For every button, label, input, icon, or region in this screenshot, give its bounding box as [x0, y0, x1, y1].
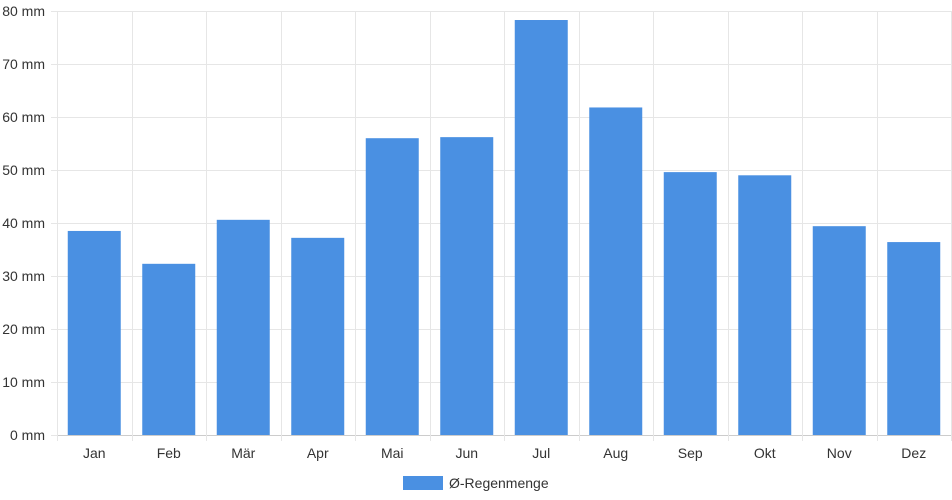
bar-jul — [514, 20, 568, 435]
bar-feb — [142, 263, 196, 435]
bar-apr — [291, 237, 345, 435]
x-tick-label: Jul — [532, 445, 550, 461]
x-tick-label: Mai — [381, 445, 404, 461]
y-tick-label: 40 mm — [2, 215, 45, 231]
x-tick-label: Okt — [754, 445, 776, 461]
y-tick-label: 60 mm — [2, 109, 45, 125]
y-tick-label: 80 mm — [2, 3, 45, 19]
x-axis-ticks: Jan Feb Mär Apr Mai Jun Jul Aug Sep Okt Nov Dez — [83, 445, 926, 461]
bar-jan — [67, 230, 121, 435]
legend[interactable]: Ø-Regenmenge — [403, 474, 549, 492]
x-tick-label: Dez — [901, 445, 926, 461]
x-tick-label: Nov — [827, 445, 852, 461]
x-tick-label: Mär — [231, 445, 255, 461]
x-tick-label: Feb — [157, 445, 181, 461]
bar-okt — [738, 175, 792, 436]
bar-dez — [887, 242, 941, 435]
bar-nov — [812, 226, 866, 435]
x-tick-label: Jun — [455, 445, 478, 461]
legend-swatch — [403, 476, 443, 490]
bar-mai — [365, 138, 419, 435]
y-tick-label: 0 mm — [10, 427, 45, 443]
bar-sep — [663, 172, 717, 435]
x-tick-label: Apr — [307, 445, 329, 461]
bars — [67, 20, 941, 436]
y-axis-ticks: 0 mm 10 mm 20 mm 30 mm 40 mm 50 mm 60 mm 70 mm 8… — [2, 3, 45, 443]
bar-aug — [589, 107, 643, 436]
x-tick-label: Jan — [83, 445, 106, 461]
x-tick-label: Aug — [603, 445, 628, 461]
bar-jun — [440, 137, 494, 435]
legend-label: Ø-Regenmenge — [449, 475, 549, 491]
y-tick-label: 30 mm — [2, 268, 45, 284]
y-tick-label: 10 mm — [2, 374, 45, 390]
y-tick-label: 70 mm — [2, 56, 45, 72]
y-tick-label: 50 mm — [2, 162, 45, 178]
x-tick-label: Sep — [678, 445, 703, 461]
bar-mär — [216, 219, 270, 435]
y-tick-label: 20 mm — [2, 321, 45, 337]
